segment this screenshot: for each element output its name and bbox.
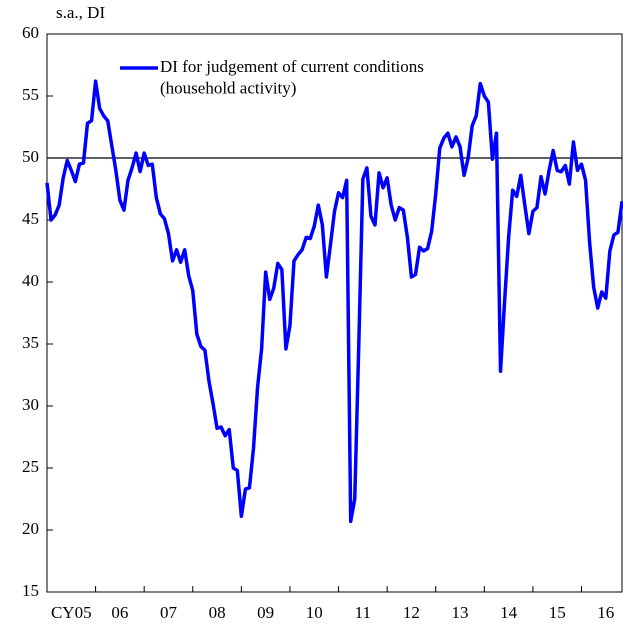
x-tick-label: 07 <box>160 603 178 622</box>
y-tick-label: 60 <box>22 23 39 42</box>
x-tick-label: 15 <box>549 603 566 622</box>
y-tick-label: 45 <box>22 209 39 228</box>
x-tick-label: 12 <box>403 603 420 622</box>
y-tick-label: 40 <box>22 271 39 290</box>
y-tick-label: 20 <box>22 519 39 538</box>
plot-frame <box>46 33 623 593</box>
x-tick-label: 11 <box>355 603 371 622</box>
y-tick-label: 25 <box>22 457 39 476</box>
x-tick-label: 16 <box>597 603 614 622</box>
data-line <box>45 79 623 524</box>
x-tick-label: 14 <box>500 603 518 622</box>
x-tick-label: 06 <box>111 603 128 622</box>
y-tick-label: 50 <box>22 147 39 166</box>
x-tick-label: 09 <box>257 603 274 622</box>
x-tick-label: CY05 <box>51 603 92 622</box>
x-tick-label: 10 <box>306 603 323 622</box>
x-tick-label: 13 <box>452 603 469 622</box>
legend-label: DI for judgement of current conditions (h… <box>160 57 424 97</box>
y-tick-label: 55 <box>22 85 39 104</box>
y-tick-label: 35 <box>22 333 39 352</box>
x-tick-label: 08 <box>209 603 226 622</box>
y-tick-label: 15 <box>22 581 39 600</box>
y-axis-label: s.a., DI <box>56 3 105 22</box>
y-tick-label: 30 <box>22 395 39 414</box>
